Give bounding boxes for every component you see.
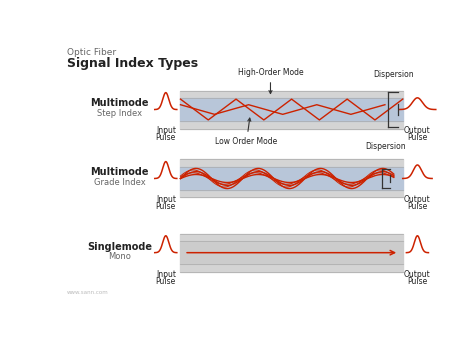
Bar — [181, 160, 403, 167]
Text: Step Index: Step Index — [97, 109, 142, 118]
Text: Pulse: Pulse — [407, 134, 428, 142]
Bar — [181, 167, 403, 190]
Text: Optic Fiber: Optic Fiber — [67, 48, 116, 57]
Text: Singlemode: Singlemode — [87, 242, 152, 251]
Text: Output: Output — [404, 270, 431, 279]
Bar — [181, 190, 403, 197]
Text: Pulse: Pulse — [407, 276, 428, 286]
Text: Low Order Mode: Low Order Mode — [216, 118, 278, 146]
Text: Dispersion: Dispersion — [373, 70, 414, 79]
Text: Output: Output — [404, 195, 431, 204]
Text: Input: Input — [156, 195, 176, 204]
Text: High-Order Mode: High-Order Mode — [237, 68, 303, 94]
Text: Multimode: Multimode — [91, 98, 149, 108]
Text: Output: Output — [404, 126, 431, 136]
Bar — [181, 98, 403, 121]
Text: Multimode: Multimode — [91, 167, 149, 177]
Text: Mono: Mono — [108, 252, 131, 261]
Text: Pulse: Pulse — [155, 202, 176, 211]
Bar — [181, 234, 403, 241]
Bar — [181, 121, 403, 128]
Text: Pulse: Pulse — [155, 276, 176, 286]
Text: Dispersion: Dispersion — [366, 142, 406, 150]
Text: Input: Input — [156, 270, 176, 279]
Text: Signal Index Types: Signal Index Types — [67, 57, 198, 71]
Text: Pulse: Pulse — [155, 134, 176, 142]
Text: Pulse: Pulse — [407, 202, 428, 211]
Text: www.sann.com: www.sann.com — [67, 290, 109, 295]
Text: Grade Index: Grade Index — [94, 178, 146, 187]
Bar — [181, 91, 403, 98]
Bar — [181, 241, 403, 264]
Bar — [181, 264, 403, 272]
Text: Input: Input — [156, 126, 176, 136]
